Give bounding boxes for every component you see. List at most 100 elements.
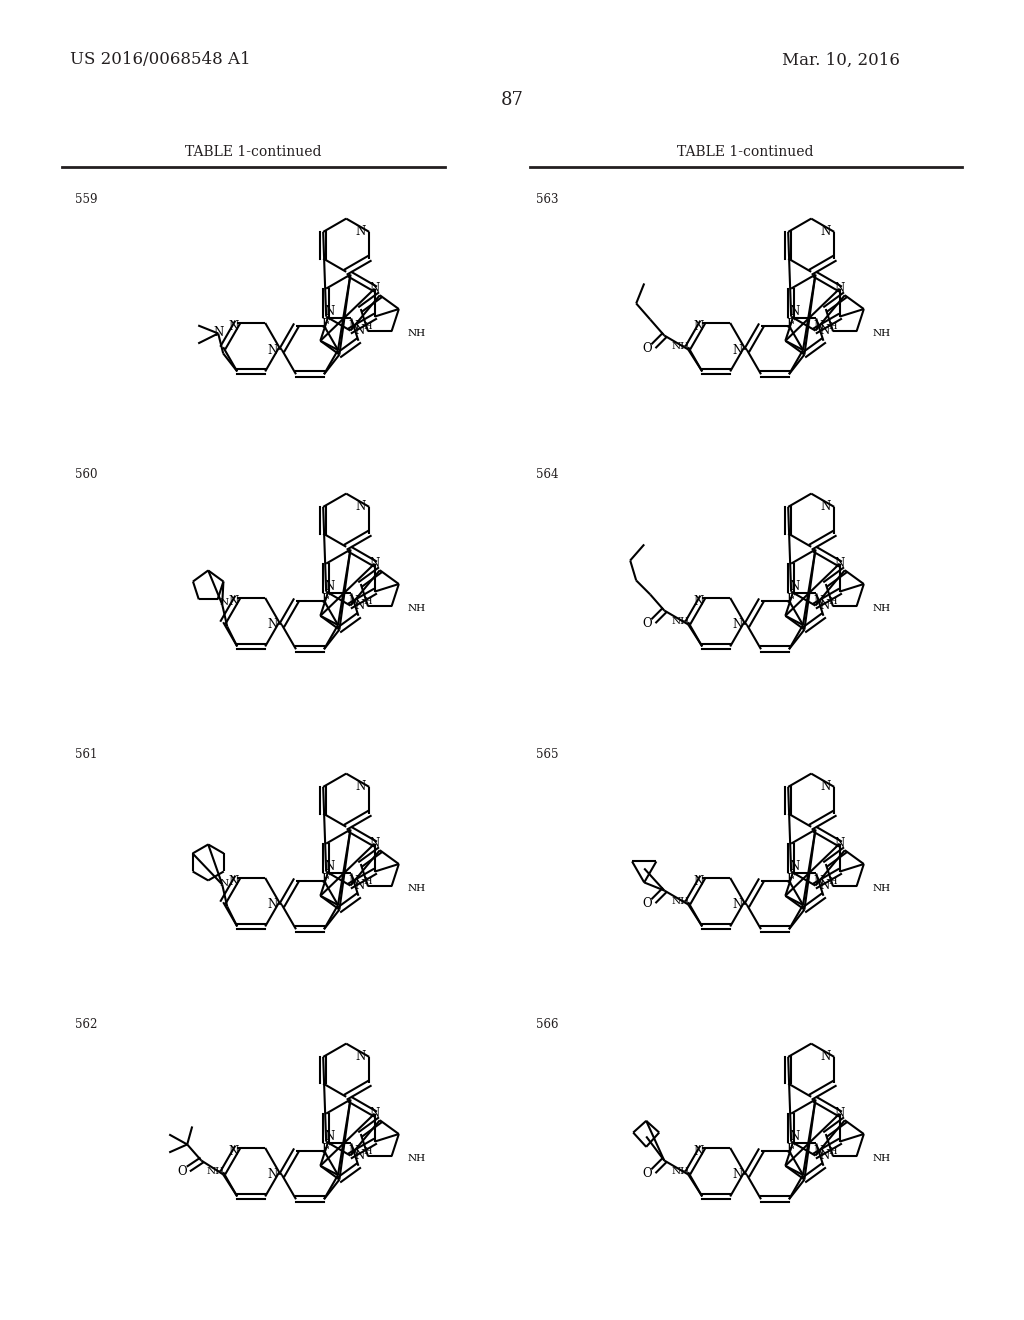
Text: N: N <box>268 619 279 631</box>
Text: US 2016/0068548 A1: US 2016/0068548 A1 <box>70 51 251 69</box>
Text: N: N <box>228 321 239 334</box>
Text: NH: NH <box>872 884 891 892</box>
Text: N: N <box>370 1106 380 1119</box>
Text: N: N <box>813 1144 823 1158</box>
Text: N: N <box>219 598 228 607</box>
Text: N: N <box>228 875 239 888</box>
Text: N: N <box>835 1106 845 1119</box>
Text: NH: NH <box>671 616 689 626</box>
Text: N: N <box>228 1146 239 1159</box>
Text: N: N <box>835 557 845 570</box>
Text: N: N <box>219 879 228 888</box>
Text: TABLE 1-continued: TABLE 1-continued <box>677 145 813 158</box>
Text: H: H <box>828 322 837 331</box>
Text: O: O <box>642 342 652 355</box>
Text: N: N <box>348 875 358 888</box>
Text: 562: 562 <box>75 1018 97 1031</box>
Text: O: O <box>177 1166 187 1177</box>
Text: N: N <box>813 319 823 333</box>
Text: N: N <box>268 899 279 912</box>
Text: H: H <box>828 597 837 606</box>
Text: N: N <box>819 599 829 612</box>
Text: F: F <box>322 874 330 886</box>
Text: N: N <box>790 859 800 873</box>
Text: N: N <box>819 325 829 337</box>
Text: 560: 560 <box>75 469 97 480</box>
Text: N: N <box>813 595 823 609</box>
Text: H: H <box>828 876 837 886</box>
Text: N: N <box>733 1168 743 1181</box>
Text: 564: 564 <box>536 469 558 480</box>
Text: NH: NH <box>671 898 689 906</box>
Text: NH: NH <box>671 342 689 351</box>
Text: N: N <box>790 1130 800 1143</box>
Text: N: N <box>348 1144 358 1158</box>
Text: N: N <box>370 281 380 294</box>
Text: N: N <box>820 226 830 239</box>
Text: NH: NH <box>408 884 426 892</box>
Text: F: F <box>322 318 330 331</box>
Text: 559: 559 <box>75 193 97 206</box>
Text: N: N <box>268 343 279 356</box>
Text: F: F <box>322 593 330 606</box>
Text: N: N <box>813 875 823 888</box>
Text: F: F <box>786 593 795 606</box>
Text: N: N <box>213 326 223 339</box>
Text: N: N <box>820 780 830 793</box>
Text: N: N <box>733 899 743 912</box>
Text: NH: NH <box>872 329 891 338</box>
Text: N: N <box>819 879 829 892</box>
Text: N: N <box>325 1130 335 1143</box>
Text: N: N <box>819 1150 829 1162</box>
Text: TABLE 1-continued: TABLE 1-continued <box>184 145 322 158</box>
Text: O: O <box>642 616 652 630</box>
Text: N: N <box>820 500 830 513</box>
Text: N: N <box>733 343 743 356</box>
Text: N: N <box>355 780 366 793</box>
Text: N: N <box>835 837 845 850</box>
Text: H: H <box>828 1147 837 1156</box>
Text: H: H <box>364 597 372 606</box>
Text: N: N <box>354 325 365 337</box>
Text: NH: NH <box>872 603 891 612</box>
Text: NH: NH <box>408 1154 426 1163</box>
Text: N: N <box>325 305 335 318</box>
Text: NH: NH <box>872 1154 891 1163</box>
Text: N: N <box>693 595 703 609</box>
Text: N: N <box>325 579 335 593</box>
Text: 561: 561 <box>75 748 97 762</box>
Text: N: N <box>790 305 800 318</box>
Text: Mar. 10, 2016: Mar. 10, 2016 <box>782 51 900 69</box>
Text: O: O <box>642 898 652 909</box>
Text: NH: NH <box>206 1167 224 1176</box>
Text: N: N <box>835 281 845 294</box>
Text: NH: NH <box>408 329 426 338</box>
Text: N: N <box>354 599 365 612</box>
Text: N: N <box>790 579 800 593</box>
Text: N: N <box>354 1150 365 1162</box>
Text: N: N <box>370 837 380 850</box>
Text: N: N <box>733 619 743 631</box>
Text: N: N <box>370 557 380 570</box>
Text: H: H <box>364 876 372 886</box>
Text: N: N <box>693 321 703 334</box>
Text: N: N <box>355 226 366 239</box>
Text: N: N <box>355 1051 366 1064</box>
Text: N: N <box>354 879 365 892</box>
Text: NH: NH <box>408 603 426 612</box>
Text: N: N <box>693 875 703 888</box>
Text: N: N <box>348 595 358 609</box>
Text: N: N <box>820 1051 830 1064</box>
Text: H: H <box>364 322 372 331</box>
Text: F: F <box>786 318 795 331</box>
Text: NH: NH <box>671 1167 689 1176</box>
Text: O: O <box>642 1167 652 1180</box>
Text: F: F <box>322 1143 330 1156</box>
Text: 565: 565 <box>536 748 558 762</box>
Text: N: N <box>268 1168 279 1181</box>
Text: N: N <box>228 595 239 609</box>
Text: N: N <box>348 319 358 333</box>
Text: 566: 566 <box>536 1018 558 1031</box>
Text: F: F <box>786 1143 795 1156</box>
Text: 87: 87 <box>501 91 523 110</box>
